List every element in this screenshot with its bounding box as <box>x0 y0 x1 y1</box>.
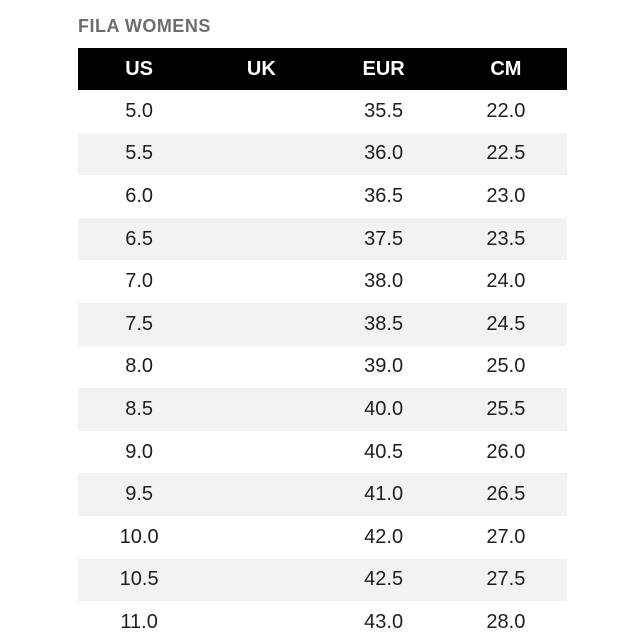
page-title: FILA WOMENS <box>78 16 211 36</box>
cell-cm: 26.0 <box>486 440 526 463</box>
cell-cm: 25.5 <box>486 397 526 420</box>
cell-cm: 22.5 <box>486 142 526 165</box>
column-header-uk: UK <box>246 57 276 80</box>
cell-eur: 36.5 <box>364 184 404 207</box>
cell-eur: 37.5 <box>364 227 404 250</box>
table-row: 8.0 39.0 25.0 <box>78 346 567 389</box>
cell-eur: 38.5 <box>364 312 404 335</box>
cell-us: 5.0 <box>125 99 154 122</box>
cell-cm: 22.0 <box>486 99 526 122</box>
cell-us: 10.0 <box>119 525 159 548</box>
table-row: 10.5 42.5 27.5 <box>78 558 567 602</box>
table-row: 9.5 41.0 26.5 <box>78 473 567 516</box>
cell-us: 6.5 <box>125 227 154 250</box>
table-row: 8.5 40.0 25.5 <box>78 388 567 431</box>
cell-us: 9.5 <box>125 483 154 506</box>
cell-cm: 26.5 <box>486 483 526 506</box>
table-row: 7.0 38.0 24.0 <box>78 260 567 303</box>
cell-cm: 27.0 <box>486 525 526 548</box>
cell-cm: 27.5 <box>486 568 526 591</box>
cell-us: 6.0 <box>125 184 154 207</box>
cell-eur: 41.0 <box>364 483 404 506</box>
table-row: 6.5 37.5 23.5 <box>78 217 567 261</box>
size-chart-table: US UK EUR CM 5.0 35.5 22.0 5.5 36.0 22.5… <box>78 48 567 644</box>
cell-eur: 42.0 <box>364 525 404 548</box>
cell-us: 11.0 <box>120 610 158 633</box>
cell-us: 5.5 <box>125 142 154 165</box>
column-header-cm: CM <box>490 57 522 80</box>
cell-eur: 39.0 <box>364 355 404 378</box>
table-row: 7.5 38.5 24.5 <box>78 302 567 346</box>
cell-cm: 23.0 <box>486 184 526 207</box>
cell-us: 7.0 <box>125 270 154 293</box>
cell-cm: 24.5 <box>486 312 526 335</box>
cell-eur: 38.0 <box>364 270 404 293</box>
cell-eur: 36.0 <box>364 142 404 165</box>
cell-us: 10.5 <box>119 568 159 591</box>
cell-eur: 42.5 <box>364 568 404 591</box>
cell-cm: 28.0 <box>486 610 526 633</box>
cell-cm: 25.0 <box>486 355 526 378</box>
cell-eur: 40.0 <box>364 397 404 420</box>
cell-us: 9.0 <box>125 440 154 463</box>
table-row: 5.0 35.5 22.0 <box>78 90 567 133</box>
column-header-eur: EUR <box>362 57 405 80</box>
cell-us: 8.0 <box>125 355 154 378</box>
table-row: 5.5 36.0 22.5 <box>78 132 567 176</box>
cell-eur: 43.0 <box>364 610 404 633</box>
cell-eur: 35.5 <box>364 99 404 122</box>
table-row: 10.0 42.0 27.0 <box>78 516 567 559</box>
column-header-us: US <box>125 57 154 80</box>
cell-cm: 23.5 <box>486 227 526 250</box>
table-row: 9.0 40.5 26.0 <box>78 431 567 474</box>
table-header-row: US UK EUR CM <box>78 48 567 90</box>
cell-cm: 24.0 <box>486 270 526 293</box>
table-row: 6.0 36.5 23.0 <box>78 175 567 218</box>
cell-us: 8.5 <box>125 397 154 420</box>
table-row: 11.0 43.0 28.0 <box>78 601 567 644</box>
cell-eur: 40.5 <box>364 440 404 463</box>
cell-us: 7.5 <box>125 312 154 335</box>
